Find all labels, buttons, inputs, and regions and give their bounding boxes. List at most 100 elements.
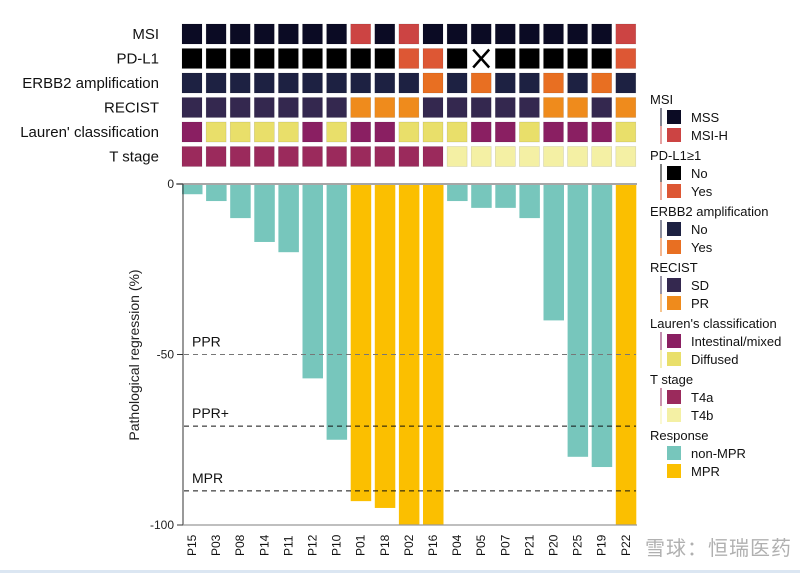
legend-swatch	[667, 296, 681, 310]
heatmap-cell	[615, 97, 637, 118]
heatmap-cell	[254, 23, 275, 45]
heatmap-cell	[181, 146, 203, 167]
heatmap-cell	[374, 72, 396, 94]
bar-P11	[278, 185, 299, 253]
track-label: RECIST	[104, 100, 159, 117]
bar-P14	[254, 185, 275, 242]
heatmap-cell	[326, 23, 347, 45]
heatmap-cell	[278, 48, 299, 69]
legend-swatch	[667, 184, 681, 198]
heatmap-cell	[519, 48, 540, 69]
heatmap-cell	[302, 121, 323, 143]
heatmap-cell	[302, 72, 323, 94]
legend-swatch	[667, 464, 681, 478]
heatmap-cell	[374, 97, 396, 118]
legend-title: T stage	[650, 372, 693, 387]
heatmap-cell	[302, 97, 323, 118]
legend-swatch	[667, 446, 681, 460]
heatmap-cell	[229, 97, 251, 118]
legend-swatch	[667, 110, 681, 124]
heatmap-cell	[543, 23, 564, 45]
heatmap-cell	[615, 146, 637, 167]
heatmap-cell	[350, 72, 372, 94]
heatmap-cell	[326, 97, 347, 118]
x-tick-label: P05	[474, 534, 488, 556]
legend-item-label: No	[691, 166, 708, 181]
heatmap-cell	[422, 97, 444, 118]
heatmap-cell	[519, 72, 540, 94]
heatmap-cell	[254, 72, 275, 94]
heatmap-cell	[567, 121, 588, 143]
heatmap-cell	[278, 23, 299, 45]
x-tick-label: P10	[330, 534, 344, 556]
heatmap-cell	[494, 23, 516, 45]
legend-swatch	[667, 128, 681, 142]
heatmap-cell	[254, 97, 275, 118]
heatmap-cell	[494, 121, 516, 143]
x-tick-label: P11	[281, 535, 295, 556]
heatmap-cell	[470, 97, 492, 118]
heatmap-cell	[567, 97, 588, 118]
bar-P03	[206, 185, 227, 202]
legend-item-label: MSI-H	[691, 128, 728, 143]
heatmap-cell	[543, 48, 564, 69]
legend-item-label: T4b	[691, 408, 713, 423]
heatmap-cell	[422, 146, 444, 167]
heatmap-cell	[470, 23, 492, 45]
heatmap-cell	[205, 23, 227, 45]
heatmap-cell	[350, 23, 372, 45]
heatmap-cell	[350, 121, 372, 143]
heatmap-cell	[422, 121, 444, 143]
x-tick-label: P19	[595, 534, 609, 556]
heatmap-cell	[398, 146, 420, 167]
legend-item-label: Intestinal/mixed	[691, 334, 781, 349]
legend-swatch	[667, 390, 681, 404]
heatmap-cell	[374, 48, 396, 69]
track-label: T stage	[109, 149, 159, 166]
heatmap-cell	[229, 23, 251, 45]
heatmap-cell	[181, 72, 203, 94]
heatmap-cell	[446, 121, 468, 143]
heatmap-cell	[350, 146, 372, 167]
x-tick-label: P08	[233, 534, 247, 556]
legend-title: Lauren's classification	[650, 316, 777, 331]
heatmap-cell	[591, 146, 613, 167]
y-axis-label: Pathological regression (%)	[126, 269, 142, 440]
heatmap-cell	[398, 23, 420, 45]
legend-title: Response	[650, 428, 709, 443]
bar-P01	[350, 185, 372, 502]
heatmap-cell	[567, 72, 588, 94]
heatmap-cell	[278, 146, 299, 167]
legend-item-label: T4a	[691, 390, 714, 405]
heatmap-cell	[326, 48, 347, 69]
legend-item-label: Yes	[691, 240, 713, 255]
heatmap-cell	[615, 72, 637, 94]
heatmap-cell	[543, 97, 564, 118]
track-label: PD-L1	[116, 51, 159, 68]
x-tick-label: P15	[185, 534, 199, 556]
bar-P10	[326, 185, 348, 440]
heatmap-cell	[326, 121, 347, 143]
heatmap-cell	[615, 48, 637, 69]
heatmap-cell	[446, 72, 468, 94]
heatmap-cell	[181, 121, 203, 143]
heatmap-cell	[302, 48, 323, 69]
x-tick-labels: P15 P03 P08 P14 P11 P12 P10 P01 P18 P02 P16 P04 P05 P…	[185, 534, 633, 556]
legend-swatch	[667, 408, 681, 422]
heatmap-cell	[229, 146, 251, 167]
heatmap-cell	[615, 23, 637, 45]
legend-item-label: Yes	[691, 184, 713, 199]
heatmap-cell	[567, 23, 588, 45]
legend-swatch	[667, 166, 681, 180]
legend-title: RECIST	[650, 260, 698, 275]
heatmap-cell	[422, 72, 444, 94]
y-tick-label: -50	[157, 348, 175, 362]
heatmap-cell	[494, 97, 516, 118]
bar-P08	[230, 185, 251, 219]
x-tick-label: P07	[498, 534, 512, 556]
x-tick-label: P03	[209, 534, 223, 556]
heatmap-cell	[591, 48, 613, 69]
x-tick-label: P21	[522, 534, 536, 556]
heatmap-cell	[181, 48, 203, 69]
